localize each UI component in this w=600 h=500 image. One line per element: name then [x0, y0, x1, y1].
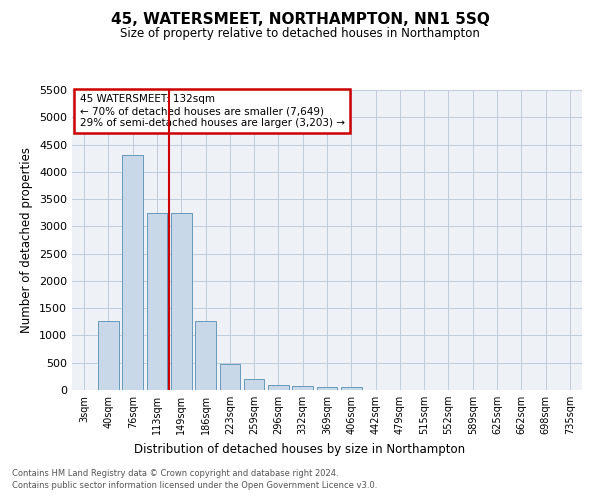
Bar [244, 380, 265, 390]
Y-axis label: Number of detached properties: Number of detached properties [20, 147, 34, 333]
Bar [98, 320, 119, 390]
Bar [317, 387, 337, 390]
Bar [220, 364, 240, 390]
Bar [122, 156, 143, 390]
Text: Contains public sector information licensed under the Open Government Licence v3: Contains public sector information licen… [12, 481, 377, 490]
Text: Size of property relative to detached houses in Northampton: Size of property relative to detached ho… [120, 28, 480, 40]
Bar [195, 320, 216, 390]
Text: 45 WATERSMEET: 132sqm
← 70% of detached houses are smaller (7,649)
29% of semi-d: 45 WATERSMEET: 132sqm ← 70% of detached … [80, 94, 344, 128]
Bar [268, 385, 289, 390]
Bar [292, 386, 313, 390]
Bar [171, 212, 191, 390]
Text: 45, WATERSMEET, NORTHAMPTON, NN1 5SQ: 45, WATERSMEET, NORTHAMPTON, NN1 5SQ [110, 12, 490, 28]
Bar [341, 388, 362, 390]
Bar [146, 212, 167, 390]
Text: Contains HM Land Registry data © Crown copyright and database right 2024.: Contains HM Land Registry data © Crown c… [12, 468, 338, 477]
Text: Distribution of detached houses by size in Northampton: Distribution of detached houses by size … [134, 442, 466, 456]
